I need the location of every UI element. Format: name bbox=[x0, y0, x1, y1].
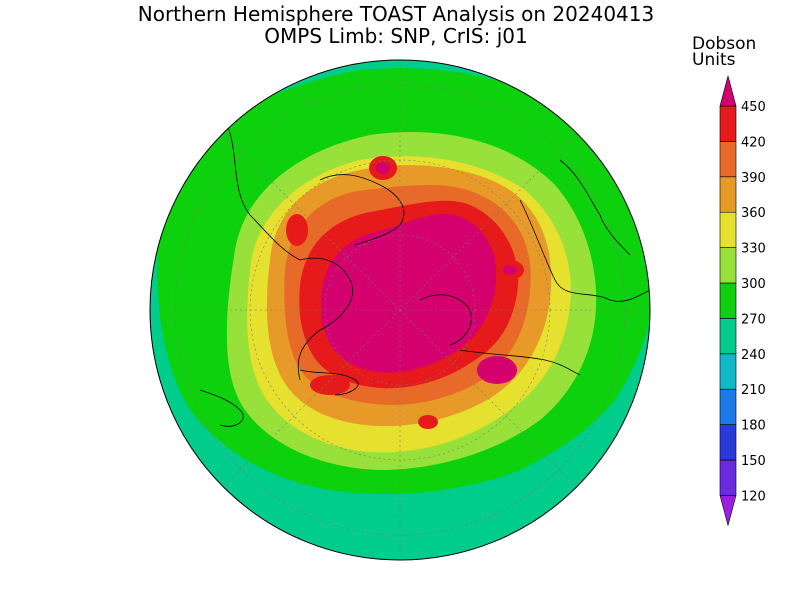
colorbar-segment bbox=[719, 388, 737, 425]
colorbar-segment bbox=[719, 176, 737, 213]
colorbar-tick-label: 210 bbox=[741, 383, 766, 398]
colorbar-min-arrow bbox=[719, 495, 737, 527]
blob-s bbox=[418, 415, 438, 429]
colorbar-tick-label: 150 bbox=[741, 454, 766, 469]
band-450 bbox=[320, 213, 497, 373]
title-line-1: Northern Hemisphere TOAST Analysis on 20… bbox=[137, 2, 655, 26]
colorbar-tick-label: 300 bbox=[741, 277, 766, 292]
blob-sw bbox=[310, 375, 350, 395]
blob-n-core bbox=[376, 162, 390, 174]
colorbar-segment bbox=[719, 459, 737, 496]
colorbar-segment bbox=[719, 424, 737, 461]
colorbar-max-arrow bbox=[719, 74, 737, 107]
graticule bbox=[150, 60, 650, 560]
colorbar-segment bbox=[719, 105, 737, 142]
units-label-line-2: Units bbox=[692, 50, 736, 70]
colorbar-tick-label: 390 bbox=[741, 171, 766, 186]
colorbar: 120 150 180 210 240 270 300 330 360 390 420 450 bbox=[719, 74, 766, 527]
map-boundary bbox=[149, 59, 651, 561]
colorbar-tick-label: 330 bbox=[741, 242, 766, 257]
colorbar-tick-label: 180 bbox=[741, 419, 766, 434]
colorbar-tick-label: 120 bbox=[741, 489, 766, 504]
colorbar-tick-label: 360 bbox=[741, 206, 766, 221]
colorbar-segment bbox=[719, 318, 737, 355]
colorbar-segment bbox=[719, 141, 737, 178]
colorbar-segment bbox=[719, 211, 737, 248]
blob-w bbox=[286, 214, 308, 246]
ozone-contours bbox=[150, 60, 650, 560]
units-label-line-1: Dobson bbox=[692, 34, 757, 54]
blob-ne-core bbox=[503, 265, 517, 275]
colorbar-tick-label: 420 bbox=[741, 135, 766, 150]
colorbar-segment bbox=[719, 282, 737, 319]
colorbar-tick-label: 450 bbox=[741, 100, 766, 115]
title-line-2: OMPS Limb: SNP, CrIS: j01 bbox=[264, 24, 528, 48]
colorbar-segment bbox=[719, 353, 737, 390]
colorbar-tick-label: 240 bbox=[741, 348, 766, 363]
colorbar-segment bbox=[719, 247, 737, 284]
coastlines bbox=[199, 119, 650, 427]
colorbar-tick-label: 270 bbox=[741, 312, 766, 327]
blob-se bbox=[477, 356, 517, 384]
